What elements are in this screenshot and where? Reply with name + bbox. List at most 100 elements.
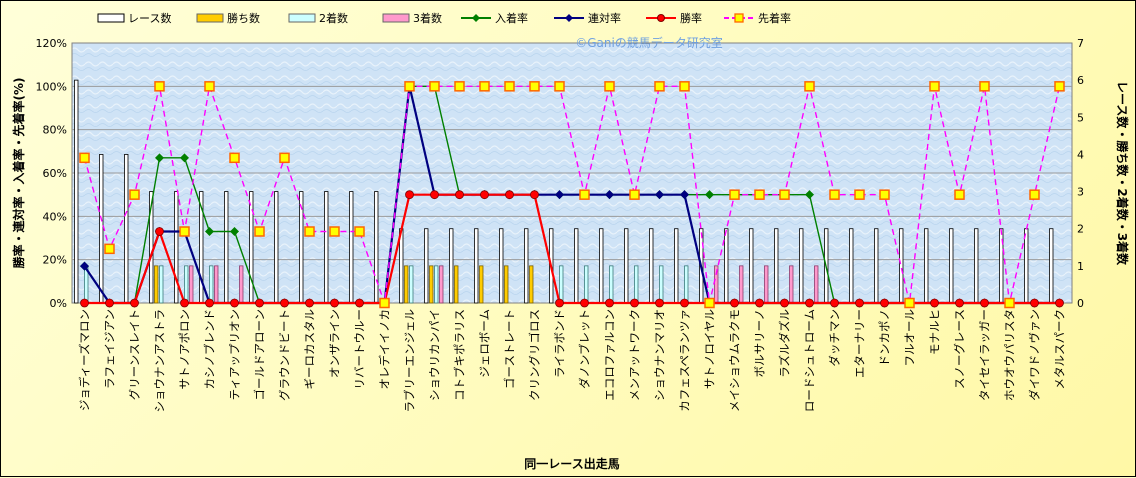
category-label: ショウナンマリオ	[653, 309, 667, 401]
win-rate-point	[530, 190, 539, 200]
left-axis-ticks: 0% 20% 40% 60% 80% 100% 120%	[36, 37, 67, 310]
ahead-rate-point	[879, 189, 890, 200]
category-label: ダイワドノヴァン	[1028, 309, 1042, 401]
legend-swatch	[288, 13, 316, 23]
ahead-rate-point	[829, 189, 840, 200]
bar-races	[274, 191, 279, 304]
category-label: タイセイラッガー	[978, 309, 992, 401]
bar-thirds	[189, 265, 194, 304]
bar-races	[174, 191, 179, 304]
bar-thirds	[739, 265, 744, 304]
category-label: サトノアポロン	[178, 309, 192, 390]
bar-seconds	[634, 265, 639, 304]
bar-races	[949, 228, 954, 304]
tick-label-left: 100%	[36, 80, 67, 93]
win-rate-point	[755, 298, 764, 308]
bar-thirds	[814, 265, 819, 304]
bar-wins	[429, 265, 434, 304]
category-label: ロードシュトローム	[803, 309, 817, 412]
bar-wins	[454, 265, 459, 304]
bar-seconds	[684, 265, 689, 304]
ahead-rate-point	[779, 189, 790, 200]
category-label: ホウオウパリスタ	[1003, 309, 1017, 401]
ahead-rate-point	[379, 297, 390, 309]
ahead-rate-point	[154, 81, 165, 92]
legend-label: 入着率	[495, 11, 528, 25]
ahead-rate-point	[454, 81, 465, 92]
lines	[79, 81, 1065, 309]
win-rate-point	[680, 298, 689, 308]
bar-wins	[404, 265, 409, 304]
top3-rate-point	[805, 190, 814, 200]
ahead-rate-point	[804, 81, 815, 92]
category-label: モナルヒ	[928, 309, 942, 355]
bar-races	[224, 191, 229, 304]
bar-thirds	[214, 265, 219, 304]
tick-label-right: 1	[1077, 260, 1084, 273]
win-rate-point	[180, 298, 189, 308]
legend-label: 勝ち数	[227, 11, 260, 25]
bar-seconds	[434, 265, 439, 304]
tick-label-left: 0%	[50, 297, 67, 310]
legend: レース数 勝ち数 2着数 3着数 入着率 連対率 勝率 先着率	[97, 11, 791, 25]
win-rate-point	[255, 298, 264, 308]
tick-label-right: 3	[1077, 186, 1084, 199]
win-rate-point	[830, 298, 839, 308]
ahead-rate-point	[479, 81, 490, 92]
tick-label-left: 80%	[43, 124, 67, 137]
ahead-rate-point	[604, 81, 615, 92]
category-label: ジョディーズマロン	[78, 309, 92, 411]
category-label: ドンカポノ	[878, 309, 892, 367]
ahead-rate-point	[904, 297, 915, 309]
ahead-rate-point	[404, 81, 415, 92]
tick-label-left: 120%	[36, 37, 67, 50]
bar-races	[899, 228, 904, 304]
category-label: ゴーストレート	[503, 309, 517, 389]
bar-races	[374, 191, 379, 304]
legend-item-top2-rate: 連対率	[554, 11, 621, 25]
tick-label-right: 7	[1077, 37, 1084, 50]
ahead-rate-point	[504, 81, 515, 92]
top3-rate-point	[230, 227, 239, 236]
legend-item-ahead-rate: 先着率	[724, 11, 791, 25]
ahead-rate-point	[104, 243, 115, 255]
bar-seconds	[559, 265, 564, 304]
legend-item-top3-rate: 入着率	[461, 11, 528, 25]
category-label: ティアップリオン	[228, 309, 242, 400]
legend-item-win-rate: 勝率	[646, 11, 702, 25]
ahead-rate-point	[229, 152, 240, 164]
win-rate-point	[980, 298, 989, 308]
legend-marker	[734, 13, 744, 23]
category-label: ラズルダズル	[778, 309, 792, 378]
win-rate-point	[105, 298, 114, 308]
win-rate-point	[155, 227, 164, 236]
ahead-rate-point	[679, 81, 690, 92]
win-rate-point	[930, 298, 939, 308]
ahead-rate-point	[304, 226, 315, 237]
win-rate-point	[430, 190, 439, 200]
bar-races	[499, 228, 504, 304]
bar-seconds	[184, 265, 189, 304]
win-rate-point	[130, 298, 139, 308]
bar-wins	[479, 265, 484, 304]
category-label: カフェスペランツァ	[678, 309, 692, 412]
legend-swatch	[196, 13, 224, 23]
category-label: ダノンブレット	[578, 309, 592, 389]
legend-item-wins: 勝ち数	[196, 11, 260, 25]
ahead-rate-point	[654, 81, 665, 92]
win-rate-point	[1055, 298, 1064, 308]
bar-thirds	[239, 265, 244, 304]
legend-label: 2着数	[319, 11, 348, 25]
bar-thirds	[789, 265, 794, 304]
bar-thirds	[439, 265, 444, 304]
bar-races	[74, 79, 79, 304]
win-rate-point	[955, 298, 964, 308]
legend-marker	[565, 14, 573, 22]
tick-label-left: 60%	[43, 167, 67, 180]
bar-races	[324, 191, 329, 304]
bar-seconds	[159, 265, 164, 304]
legend-item-thirds: 3着数	[382, 11, 442, 25]
win-rate-point	[655, 298, 664, 308]
